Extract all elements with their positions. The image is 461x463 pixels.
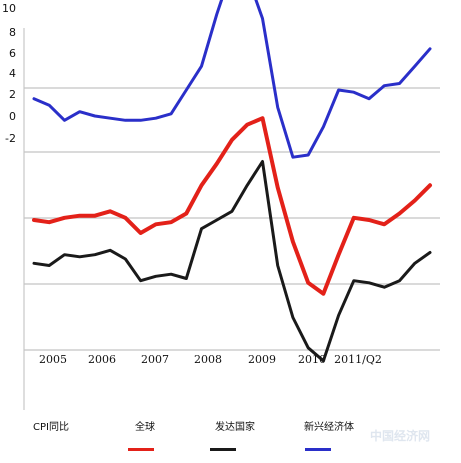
x-tick-label: 2008 [194, 353, 222, 366]
y-tick-label: 4 [9, 67, 16, 80]
legend-title: CPI同比 [33, 421, 69, 433]
y-tick-label: 2 [9, 88, 16, 101]
x-tick-label: 2006 [88, 353, 116, 366]
legend: CPI同比 全球 发达国家 新兴经济体 [33, 420, 354, 451]
y-tick-label: 0 [9, 110, 16, 123]
legend-swatch [305, 448, 331, 451]
series-line [32, 160, 432, 363]
watermark: 中国经济网 [370, 428, 430, 443]
y-tick-label: 8 [9, 26, 16, 39]
y-tick-label: 10 [2, 2, 16, 15]
x-axis-tick-labels: 2005 2006 2007 2008 2009 2010 2011/Q2 [39, 353, 382, 366]
legend-swatch [128, 448, 154, 451]
x-tick-label: 2009 [248, 353, 276, 366]
series-line [32, 116, 432, 296]
gridlines [24, 87, 440, 351]
legend-swatch [210, 448, 236, 451]
legend-label: 新兴经济体 [304, 420, 354, 433]
y-axis-tick-labels: 10 8 6 4 2 0 -2 [2, 2, 16, 145]
legend-label: 发达国家 [215, 420, 255, 433]
x-tick-label: 2005 [39, 353, 67, 366]
y-tick-label: -2 [5, 132, 16, 145]
series-line [32, 0, 432, 159]
x-tick-label: 2007 [141, 353, 169, 366]
x-tick-label: 2011/Q2 [334, 353, 382, 366]
legend-label: 全球 [135, 420, 155, 433]
y-tick-label: 6 [9, 47, 16, 60]
series-lines [32, 0, 432, 363]
